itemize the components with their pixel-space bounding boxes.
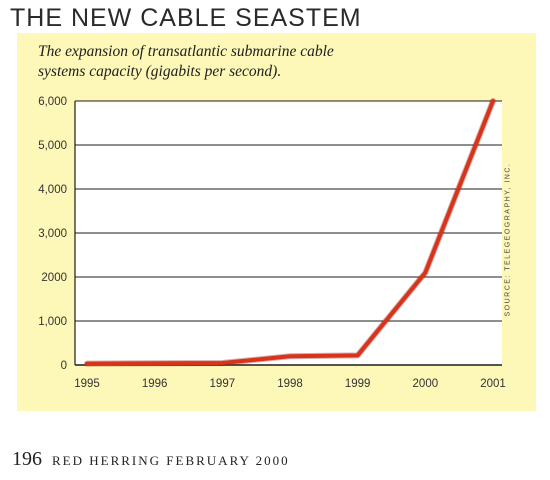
page-title: THE NEW CABLE SEASTEM bbox=[10, 4, 362, 32]
source-note: SOURCE: TELEGEOGRAPHY, INC. bbox=[504, 162, 512, 317]
y-tick-label: 2000 bbox=[41, 272, 67, 284]
x-tick-label: 1997 bbox=[210, 378, 236, 390]
x-tick-label: 1996 bbox=[142, 378, 168, 390]
page-footer: 196 RED HERRING FEBRUARY 2000 bbox=[12, 448, 290, 471]
x-tick-label: 1995 bbox=[74, 378, 100, 390]
y-tick-label: 6,000 bbox=[38, 96, 67, 108]
x-tick-label: 2000 bbox=[413, 378, 439, 390]
publication-line: RED HERRING FEBRUARY 2000 bbox=[52, 453, 290, 468]
y-tick-label: 1,000 bbox=[38, 316, 67, 328]
page-number: 196 bbox=[12, 448, 42, 470]
x-tick-label: 1999 bbox=[345, 378, 371, 390]
chart-subtitle: The expansion of transatlantic submarine… bbox=[38, 43, 334, 80]
x-tick-label: 2001 bbox=[480, 378, 506, 390]
y-tick-label: 3,000 bbox=[38, 228, 67, 240]
y-tick-label: 5,000 bbox=[38, 140, 67, 152]
y-tick-label: 0 bbox=[61, 360, 67, 372]
x-tick-label: 1998 bbox=[277, 378, 303, 390]
y-tick-label: 4,000 bbox=[38, 184, 67, 196]
